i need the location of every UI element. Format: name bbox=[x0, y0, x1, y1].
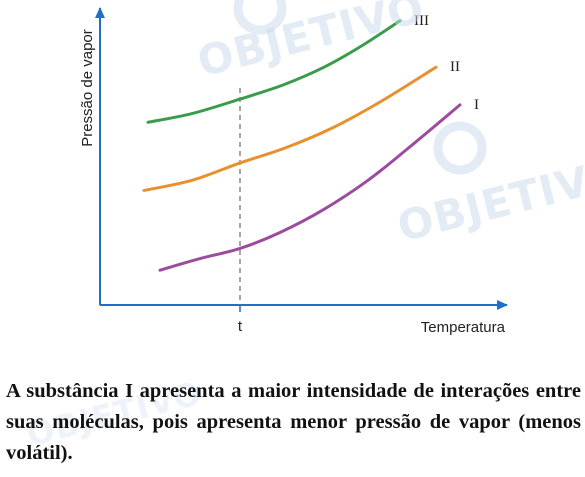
y-axis-label: Pressão de vapor bbox=[79, 29, 96, 147]
curve-i bbox=[158, 103, 462, 272]
curve-ii bbox=[142, 65, 438, 192]
curve-label-i: I bbox=[474, 97, 479, 113]
curve-label-ii: II bbox=[450, 59, 460, 75]
curve-label-iii: III bbox=[414, 13, 429, 29]
caption-text: A substância I apresenta a maior intensi… bbox=[6, 380, 581, 464]
x-axis-label: Temperatura bbox=[421, 319, 506, 336]
x-tick-label: t bbox=[238, 318, 243, 335]
curve-iii bbox=[146, 19, 402, 124]
